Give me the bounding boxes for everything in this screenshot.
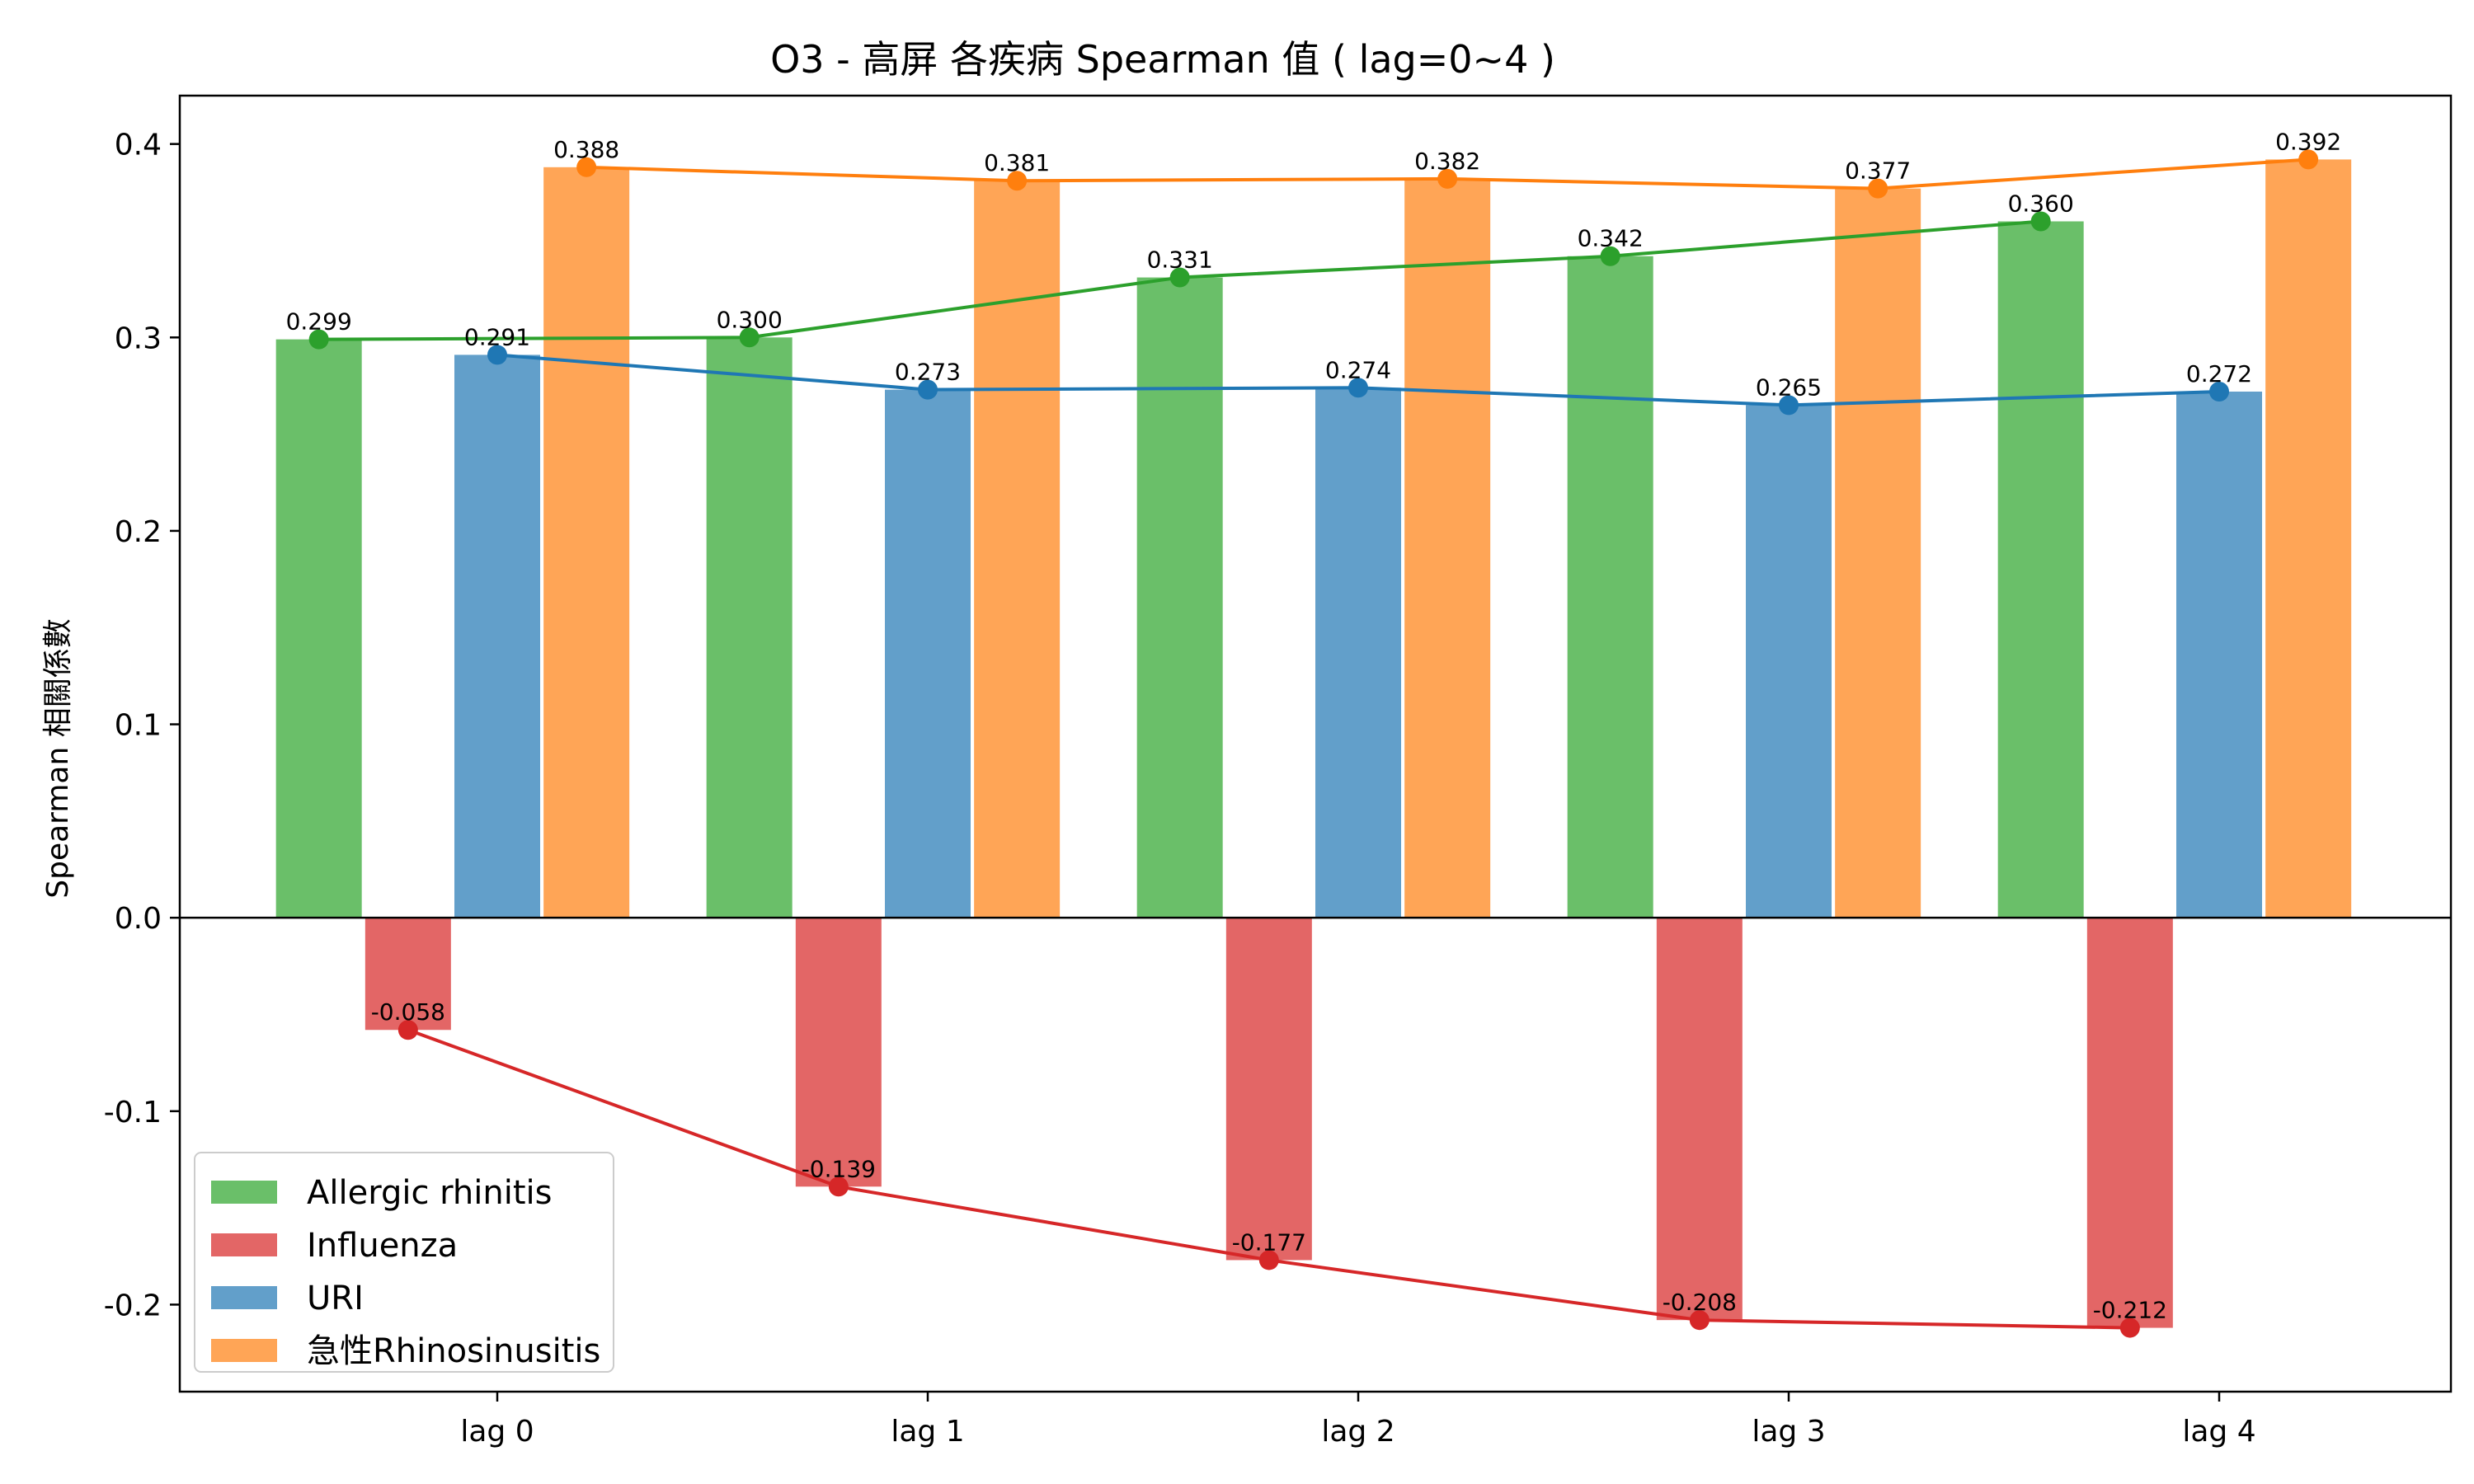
point-uri-3 — [1779, 395, 1799, 416]
data-label-influenza-0: -0.058 — [371, 998, 445, 1026]
point-allergic-rhinitis-3 — [1600, 246, 1620, 266]
bar-influenza-2 — [1225, 918, 1312, 1261]
data-label-allergic-rhinitis-0: 0.299 — [286, 308, 352, 336]
y-tick-label-5: 0.3 — [115, 322, 162, 355]
data-label-allergic-rhinitis-2: 0.331 — [1147, 247, 1213, 274]
labels-layer: 0.299 0.300 0.331 0.342 0.360 -0.058 -0.139 -0.… — [286, 128, 2342, 1323]
data-label-uri-1: 0.273 — [895, 359, 961, 386]
bar--rhinosinusitis-2 — [1404, 178, 1491, 918]
bar-influenza-4 — [2086, 918, 2173, 1328]
legend-swatch-0 — [211, 1181, 277, 1204]
legend-label-3: 急性Rhinosinusitis — [307, 1332, 600, 1370]
x-tick-label-0: lag 0 — [460, 1415, 534, 1449]
point--rhinosinusitis-1 — [1007, 171, 1028, 191]
bar--rhinosinusitis-0 — [543, 167, 630, 918]
bar-uri-3 — [1746, 405, 1832, 918]
point-uri-1 — [918, 379, 938, 400]
legend-box — [194, 1152, 614, 1373]
bar-uri-2 — [1315, 387, 1401, 918]
bar-uri-4 — [2176, 391, 2262, 918]
data-label--rhinosinusitis-2: 0.382 — [1414, 148, 1480, 175]
lines-layer — [308, 149, 2319, 1338]
point-uri-0 — [487, 345, 507, 365]
point-uri-2 — [1348, 378, 1368, 398]
bar-uri-0 — [454, 355, 540, 918]
bar-allergic-rhinitis-3 — [1567, 256, 1653, 918]
data-label--rhinosinusitis-3: 0.377 — [1845, 157, 1911, 185]
bar-allergic-rhinitis-4 — [1997, 221, 2084, 918]
bar-allergic-rhinitis-1 — [706, 337, 793, 918]
data-label-influenza-3: -0.208 — [1663, 1289, 1737, 1316]
data-label-influenza-2: -0.177 — [1232, 1228, 1306, 1256]
point-allergic-rhinitis-4 — [2030, 211, 2051, 232]
y-tick-label-0: -0.2 — [104, 1289, 162, 1322]
legend-label-2: URI — [307, 1280, 364, 1317]
x-tick-label-3: lag 3 — [1752, 1415, 1825, 1449]
y-tick-label-6: 0.4 — [115, 129, 162, 162]
point-influenza-0 — [397, 1020, 418, 1040]
data-label--rhinosinusitis-1: 0.381 — [984, 149, 1050, 176]
legend: Allergic rhinitis Influenza URI 急性Rhinosinu… — [194, 1152, 614, 1373]
legend-swatch-1 — [211, 1233, 277, 1256]
data-label-uri-4: 0.272 — [2186, 360, 2252, 387]
x-tick-label-4: lag 4 — [2182, 1415, 2255, 1449]
point--rhinosinusitis-3 — [1868, 178, 1888, 199]
chart-title: O3 - 高屏 各疾病 Spearman 值 ( lag=0~4 ) — [770, 37, 1555, 82]
data-label-influenza-4: -0.212 — [2093, 1297, 2167, 1324]
bars-layer — [275, 159, 2352, 1328]
point--rhinosinusitis-2 — [1437, 168, 1458, 189]
legend-label-1: Influenza — [307, 1227, 458, 1265]
point-allergic-rhinitis-1 — [739, 327, 760, 348]
data-label-allergic-rhinitis-1: 0.300 — [717, 306, 783, 333]
point-influenza-1 — [828, 1176, 849, 1197]
point-allergic-rhinitis-0 — [308, 329, 329, 350]
data-label--rhinosinusitis-0: 0.388 — [553, 136, 619, 163]
bar-allergic-rhinitis-0 — [275, 339, 362, 918]
bar--rhinosinusitis-4 — [2265, 159, 2352, 918]
point-uri-4 — [2209, 381, 2229, 402]
y-tick-label-4: 0.2 — [115, 515, 162, 549]
x-tick-label-2: lag 2 — [1321, 1415, 1395, 1449]
legend-swatch-3 — [211, 1339, 277, 1362]
data-label-influenza-1: -0.139 — [802, 1155, 876, 1182]
point-influenza-4 — [2119, 1317, 2140, 1338]
bar-influenza-0 — [365, 918, 451, 1031]
legend-label-0: Allergic rhinitis — [307, 1174, 552, 1212]
point-allergic-rhinitis-2 — [1169, 267, 1190, 288]
x-tick-label-1: lag 1 — [891, 1415, 964, 1449]
bar-uri-1 — [885, 389, 971, 918]
y-axis-label: Spearman 相關係數 — [41, 618, 75, 898]
point-influenza-2 — [1258, 1250, 1279, 1270]
bar--rhinosinusitis-3 — [1835, 188, 1921, 918]
data-label-allergic-rhinitis-3: 0.342 — [1578, 225, 1644, 252]
axes-layer: -0.2 -0.1 0.0 0.1 0.2 0.3 0.4 lag 0 lag 1 lag 2 la… — [104, 94, 2453, 1449]
bar-influenza-3 — [1656, 918, 1743, 1321]
point--rhinosinusitis-4 — [2298, 149, 2319, 170]
bar--rhinosinusitis-1 — [974, 181, 1061, 918]
point-influenza-3 — [1689, 1310, 1710, 1331]
bar-influenza-1 — [795, 918, 882, 1187]
y-tick-label-1: -0.1 — [104, 1096, 162, 1129]
data-label--rhinosinusitis-4: 0.392 — [2275, 128, 2341, 155]
data-label-uri-3: 0.265 — [1756, 373, 1822, 401]
y-tick-label-3: 0.1 — [115, 709, 162, 743]
plot-frame — [178, 94, 2453, 1393]
legend-swatch-2 — [211, 1286, 277, 1309]
data-label-allergic-rhinitis-4: 0.360 — [2008, 190, 2074, 218]
y-tick-label-2: 0.0 — [115, 902, 162, 936]
data-label-uri-0: 0.291 — [464, 323, 530, 350]
data-label-uri-2: 0.274 — [1325, 356, 1391, 383]
bar-allergic-rhinitis-2 — [1136, 277, 1223, 918]
point--rhinosinusitis-0 — [576, 157, 597, 177]
